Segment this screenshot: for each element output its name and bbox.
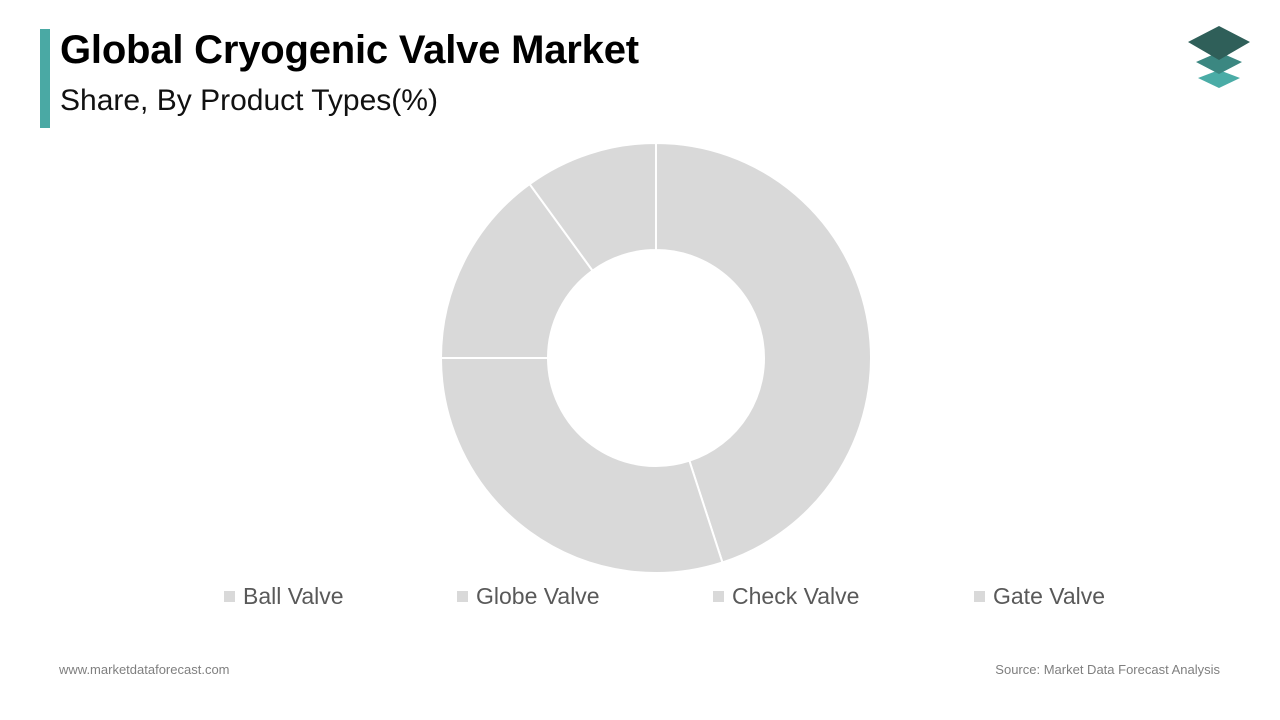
legend-label: Check Valve [732, 582, 860, 609]
legend-swatch [457, 590, 468, 602]
chart-title: Global Cryogenic Valve Market [60, 28, 639, 72]
chart-subtitle: Share, By Product Types(%) [60, 84, 438, 117]
footer-website: www.marketdataforecast.com [59, 662, 230, 677]
legend-swatch [224, 590, 235, 602]
legend-item-ball-valve: Ball Valve [224, 582, 344, 610]
legend-swatch [974, 590, 985, 602]
donut-slice-ball-valve [655, 141, 872, 564]
legend-item-globe-valve: Globe Valve [457, 582, 600, 610]
donut-slice-check-valve [439, 182, 594, 359]
donut-slices [439, 141, 872, 574]
legend-item-gate-valve: Gate Valve [974, 582, 1105, 610]
footer-source: Source: Market Data Forecast Analysis [995, 662, 1220, 677]
donut-slice-globe-valve [439, 357, 724, 574]
legend-label: Ball Valve [243, 582, 344, 609]
legend-label: Globe Valve [476, 582, 600, 609]
donut-slice-gate-valve [528, 141, 657, 273]
legend-label: Gate Valve [993, 582, 1106, 609]
legend-item-check-valve: Check Valve [713, 582, 859, 610]
legend-swatch [713, 590, 724, 602]
stacked-layers-logo-icon [1188, 26, 1250, 88]
title-accent-bar [40, 29, 50, 128]
